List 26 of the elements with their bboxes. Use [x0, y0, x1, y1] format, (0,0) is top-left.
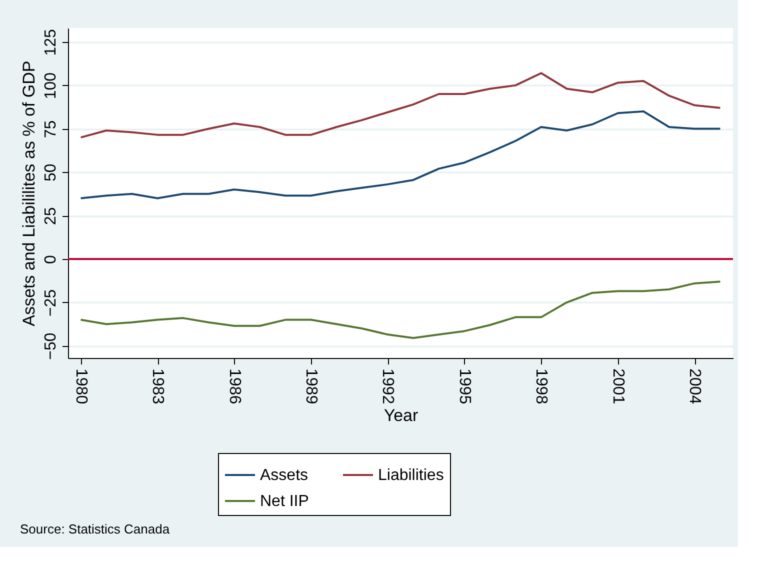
y-axis-title: Assets and Liabililites as % of GDP: [20, 60, 38, 326]
x-tick-label: 1998: [532, 368, 550, 404]
x-tick-label: 2001: [609, 368, 626, 404]
y-tick-label: 0: [42, 254, 60, 264]
line-series: [80, 280, 722, 340]
x-tick-label: 2004: [686, 368, 704, 404]
x-tick-label: 1989: [302, 368, 320, 404]
y-tick-label: −25: [42, 289, 60, 316]
x-tick-label: 1992: [379, 368, 396, 404]
y-tick-label: 125: [42, 28, 60, 56]
y-tick-label: 25: [42, 207, 60, 225]
line-series: [80, 72, 722, 138]
y-tick-label: 100: [42, 72, 60, 100]
source-note: Source: Statistics Canada: [20, 522, 170, 536]
x-tick-label: 1980: [72, 368, 90, 404]
legend-label: Net IIP: [260, 493, 309, 510]
line-series: [80, 110, 722, 200]
y-tick-label: −50: [42, 332, 60, 360]
x-tick-label: 1986: [226, 368, 243, 404]
y-tick-label: 50: [42, 164, 60, 182]
y-tick-label: 75: [42, 120, 60, 138]
x-tick-label: 1995: [456, 368, 473, 404]
x-tick-label: 1983: [149, 368, 166, 404]
legend-label: Assets: [260, 467, 308, 484]
legend-label: Liabilities: [378, 467, 444, 484]
x-axis-title: Year: [384, 406, 419, 426]
